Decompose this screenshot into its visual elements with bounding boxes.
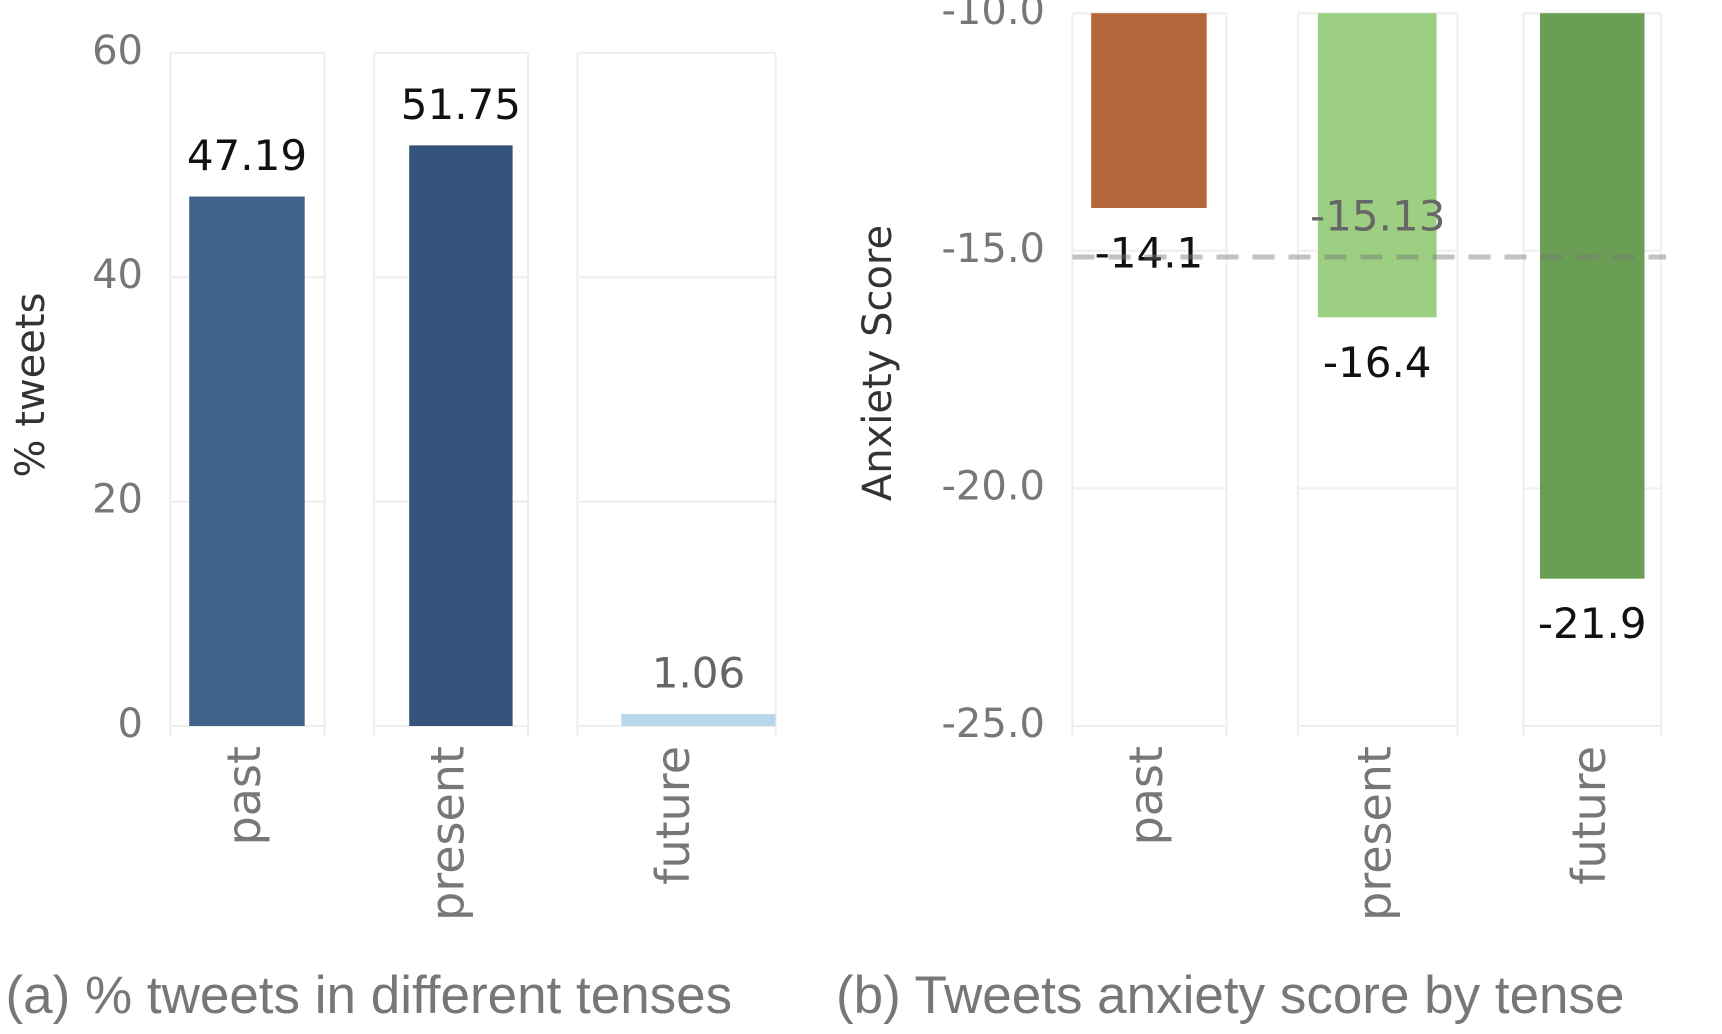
x-tick-label: future bbox=[646, 746, 700, 885]
y-tick-label: -10.0 bbox=[942, 0, 1046, 34]
bar bbox=[409, 145, 513, 727]
value-label: -21.9 bbox=[1538, 599, 1647, 648]
y-tick-label: -20.0 bbox=[942, 463, 1046, 509]
caption: (b) Tweets anxiety score by tense bbox=[836, 966, 1625, 1025]
y-axis-label: Anxiety Score bbox=[855, 225, 901, 501]
bar bbox=[621, 714, 776, 726]
caption: (a) % tweets in different tenses bbox=[6, 966, 733, 1025]
value-label: 51.75 bbox=[401, 80, 521, 129]
x-tick-label: past bbox=[1119, 746, 1173, 845]
y-tick-label: -25.0 bbox=[942, 701, 1046, 747]
y-tick-label: 40 bbox=[92, 252, 143, 298]
bar bbox=[1091, 13, 1207, 209]
value-label: -14.1 bbox=[1095, 229, 1204, 278]
value-label: 1.06 bbox=[652, 649, 746, 698]
y-tick-label: 20 bbox=[92, 477, 143, 523]
x-tick-label: past bbox=[217, 746, 271, 845]
bar bbox=[1540, 13, 1645, 579]
y-axis-label: % tweets bbox=[8, 293, 54, 478]
bar bbox=[1317, 13, 1437, 318]
y-tick-label: -15.0 bbox=[942, 226, 1046, 272]
bar bbox=[189, 196, 305, 726]
x-tick-label: future bbox=[1562, 746, 1616, 885]
x-tick-label: present bbox=[421, 746, 475, 921]
y-tick-label: 60 bbox=[92, 28, 143, 74]
reference-label: -15.13 bbox=[1310, 191, 1445, 240]
y-tick-label: 0 bbox=[118, 701, 143, 747]
value-label: -16.4 bbox=[1323, 338, 1432, 387]
x-tick-label: present bbox=[1347, 746, 1401, 921]
value-label: 47.19 bbox=[187, 131, 307, 180]
